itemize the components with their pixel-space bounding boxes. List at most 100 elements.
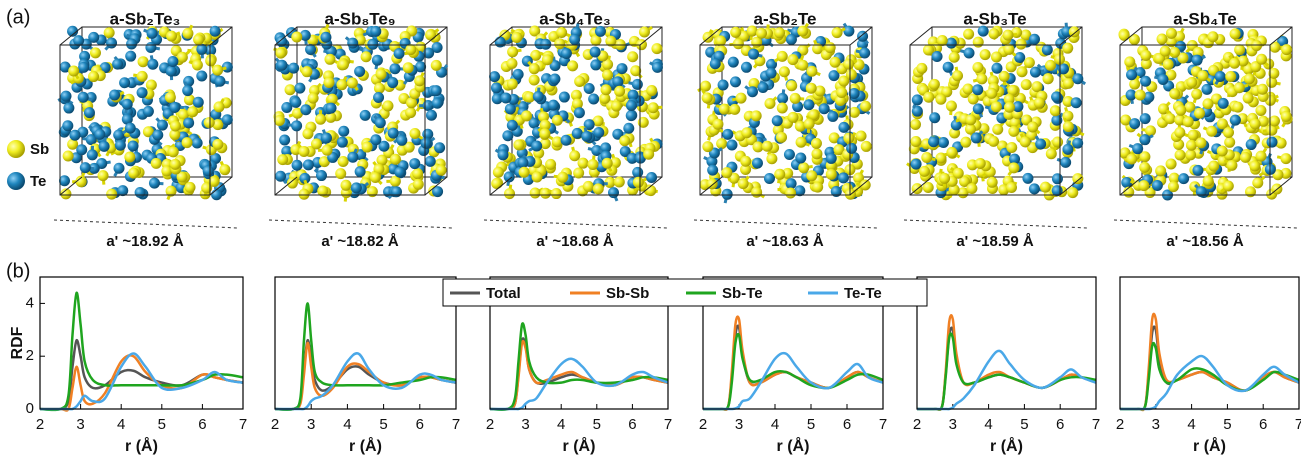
atom [367,38,379,50]
atom [631,78,643,90]
atom [208,175,220,187]
atom [748,48,760,60]
atom [183,117,195,129]
atom [1118,29,1130,41]
atom [970,132,982,144]
atom [859,179,871,191]
atom [986,87,998,99]
x-tick-label: 6 [628,416,636,433]
x-tick-label: 3 [1152,416,1160,433]
atom [922,181,934,193]
atom [721,188,733,200]
atom [291,120,303,132]
atom [375,68,387,80]
atom [806,65,818,77]
plot-frame [39,276,244,410]
atom [738,30,750,42]
atom [948,184,960,196]
cell-edge [1059,26,1083,46]
atom [818,103,830,115]
atom [751,186,763,198]
atom [299,172,311,184]
atom [152,129,164,141]
atom [761,140,773,152]
atom [798,162,810,174]
atom [340,179,352,191]
atom [205,55,217,67]
atom [539,128,551,140]
cell-edge [59,26,83,46]
x-tick-label: 6 [198,416,206,433]
atom [1280,110,1292,122]
atom [1182,116,1194,128]
x-tick-label: 2 [486,416,494,433]
atom [517,157,529,169]
atom [831,27,843,39]
atom [1245,186,1257,198]
structure-title: a-Sb₂Te [754,9,817,28]
x-axis-label: r (Å) [990,436,1023,455]
atom [549,60,561,72]
cell-edge [274,26,298,46]
atom [1124,56,1136,68]
atom [1139,151,1151,163]
atom [103,27,115,39]
atom [165,185,177,197]
atom [1045,59,1057,71]
y-tick-label: 0 [26,400,34,417]
atom [785,187,797,199]
atom [209,25,221,37]
x-tick-label: 3 [521,416,529,433]
atom [941,86,953,98]
atom [928,136,940,148]
atom [378,140,390,152]
atom [1126,69,1138,81]
atom [98,140,110,152]
atom [1249,160,1261,172]
atom [109,89,121,101]
atom [1194,107,1206,119]
atom [911,94,923,106]
x-tick-label: 4 [557,416,565,433]
atom [1175,104,1187,116]
atom [751,157,763,169]
atom [221,61,233,73]
atom [846,142,858,154]
atom [571,127,583,139]
atom [557,171,569,183]
atom [939,172,951,184]
atom [1049,105,1061,117]
structure [57,24,233,201]
atom [286,177,298,189]
atom [1028,183,1040,195]
atom [1249,118,1261,130]
cell-edge [849,26,873,46]
atom [1156,33,1168,45]
atom [507,46,519,58]
atom [974,157,986,169]
atom [843,132,855,144]
atom [593,126,605,138]
atom [1191,88,1203,100]
atom [513,139,525,151]
atom [587,159,599,171]
atom [778,66,790,78]
atom [946,146,958,158]
plot-frame [489,276,669,410]
atom [830,185,842,197]
x-tick-label: 2 [36,416,44,433]
atom [405,44,417,56]
atom [212,138,224,150]
atom [1045,148,1057,160]
x-axis-label: r (Å) [777,436,810,455]
atom [497,149,509,161]
plot-frame [274,276,457,410]
atom [1145,125,1157,137]
atom [774,168,786,180]
atom [643,148,655,160]
x-tick-label: 7 [239,416,247,433]
atom [803,118,815,130]
atom [310,138,322,150]
atom [112,58,124,70]
x-tick-label: 5 [379,416,387,433]
